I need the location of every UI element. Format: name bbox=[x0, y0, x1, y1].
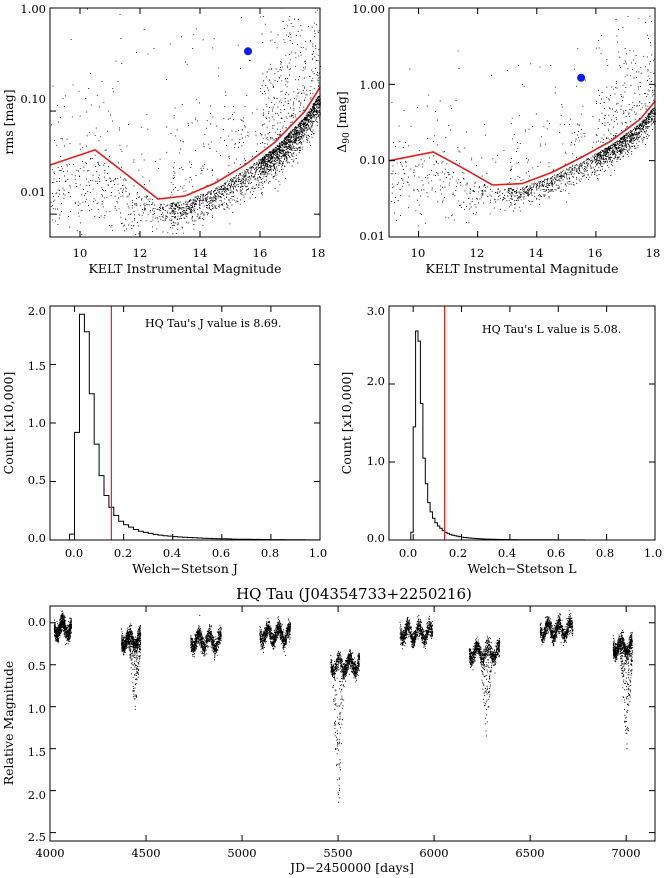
hist-l-axes-frame bbox=[388, 305, 656, 541]
hist-l-ytick-label: 2.0 bbox=[367, 374, 385, 388]
rms-ytick-label: 1.00 bbox=[20, 2, 46, 16]
j-histogram-steps bbox=[69, 313, 320, 541]
hist-j-tick-marks bbox=[50, 305, 321, 541]
hist-j-ytick-label: 1.0 bbox=[28, 416, 46, 430]
hist-j-ytick-label: 0.0 bbox=[28, 531, 46, 545]
rms-ytick-label: 0.01 bbox=[20, 185, 46, 199]
hist-j-xtick-label: 0.6 bbox=[212, 546, 230, 560]
lightcurve-ytick-label: 2.5 bbox=[28, 830, 46, 844]
lightcurve-xlabel: JD−2450000 [days] bbox=[288, 860, 414, 875]
hist-l-xlabel: Welch−Stetson L bbox=[467, 561, 576, 576]
hist-j-ytick-label: 2.0 bbox=[28, 304, 46, 318]
hist-j-xtick-label: 0.8 bbox=[261, 546, 279, 560]
panel-hist-l: HQ Tau's L value is 5.08. 0.0 0.2 0.4 0.… bbox=[339, 304, 662, 576]
delta90-ytick-label: 10.00 bbox=[352, 2, 385, 16]
rms-tick-marks bbox=[50, 7, 321, 237]
rms-axes-frame bbox=[49, 7, 321, 238]
scatter-dots bbox=[390, 15, 656, 227]
delta90-scatter-points bbox=[390, 15, 656, 227]
lightcurve-dots bbox=[53, 610, 633, 803]
rms-xtick-label: 10 bbox=[73, 246, 88, 260]
lightcurve-ytick-label: 0.0 bbox=[28, 615, 46, 629]
delta90-ylabel: Δ90 [mag] bbox=[334, 91, 352, 153]
delta90-xtick-label: 14 bbox=[529, 246, 544, 260]
delta90-ylabel-unit: [mag] bbox=[334, 91, 349, 132]
delta90-ylabel-symbol: Δ bbox=[334, 144, 349, 153]
hist-j-xtick-label: 1.0 bbox=[309, 546, 327, 560]
delta90-ylabel-subscript: 90 bbox=[342, 132, 352, 144]
rms-ytick-label: 0.10 bbox=[20, 92, 46, 106]
hist-j-ylabel: Count [x10,000] bbox=[1, 372, 16, 475]
panel-lightcurve: HQ Tau (J04354733+2250216) 4000 4500 500… bbox=[1, 585, 656, 875]
hist-j-xlabel: Welch−Stetson J bbox=[132, 561, 238, 576]
hist-j-axes-frame bbox=[49, 305, 321, 541]
hist-l-xtick-label: 0.8 bbox=[596, 546, 614, 560]
delta90-ytick-label: 0.01 bbox=[359, 229, 385, 243]
delta90-axes-frame bbox=[388, 7, 656, 238]
hist-j-xtick-label: 0.2 bbox=[114, 546, 132, 560]
hist-l-ytick-label: 3.0 bbox=[367, 304, 385, 318]
lightcurve-xtick-label: 5500 bbox=[323, 846, 352, 860]
hist-j-annotation: HQ Tau's J value is 8.69. bbox=[145, 317, 281, 330]
rms-xtick-label: 12 bbox=[133, 246, 148, 260]
lightcurve-ylabel: Relative Magnitude bbox=[1, 661, 16, 786]
delta90-ytick-label: 1.00 bbox=[359, 78, 385, 92]
hist-l-xtick-label: 1.0 bbox=[644, 546, 662, 560]
lightcurve-ytick-label: 2.0 bbox=[28, 788, 46, 802]
hist-l-xtick-label: 0.2 bbox=[449, 546, 467, 560]
lightcurve-tick-marks bbox=[49, 606, 655, 841]
lightcurve-title: HQ Tau (J04354733+2250216) bbox=[236, 585, 472, 603]
hist-l-xtick-label: 0.4 bbox=[498, 546, 516, 560]
hist-j-ytick-label: 0.5 bbox=[28, 473, 46, 487]
delta90-red-threshold-line bbox=[388, 100, 656, 186]
lightcurve-xtick-label: 4500 bbox=[131, 846, 160, 860]
lightcurve-points bbox=[53, 610, 633, 803]
lightcurve-xtick-label: 6500 bbox=[515, 846, 544, 860]
hq-tau-rms-point bbox=[244, 47, 252, 56]
l-histogram-steps bbox=[410, 330, 585, 541]
rms-ylabel: rms [mag] bbox=[1, 89, 16, 154]
rms-scatter-points bbox=[50, 7, 321, 236]
delta90-xtick-label: 10 bbox=[411, 246, 426, 260]
hist-j-xtick-label: 0.0 bbox=[65, 546, 83, 560]
hist-l-tick-marks bbox=[389, 305, 656, 541]
panel-delta90: 10 12 14 16 18 10.00 1.00 0.10 0.01 KELT… bbox=[334, 2, 660, 276]
lightcurve-xtick-label: 7000 bbox=[611, 846, 640, 860]
hist-j-ytick-label: 1.5 bbox=[28, 359, 46, 373]
lightcurve-xtick-label: 6000 bbox=[419, 846, 448, 860]
lightcurve-xtick-label: 5000 bbox=[227, 846, 256, 860]
hist-l-annotation: HQ Tau's L value is 5.08. bbox=[482, 323, 621, 336]
delta90-xtick-label: 16 bbox=[588, 246, 603, 260]
lightcurve-axes-frame bbox=[49, 605, 656, 842]
lightcurve-xtick-label: 4000 bbox=[35, 846, 64, 860]
panel-rms: 10 12 14 16 18 1.00 0.10 0.01 KELT Instr… bbox=[1, 2, 325, 276]
rms-xlabel: KELT Instrumental Magnitude bbox=[88, 261, 281, 276]
hq-tau-delta90-point bbox=[577, 73, 586, 82]
rms-red-threshold-line bbox=[49, 86, 321, 200]
rms-xtick-label: 14 bbox=[193, 246, 208, 260]
hist-l-ytick-label: 0.0 bbox=[367, 531, 385, 545]
hist-l-xtick-label: 0.6 bbox=[547, 546, 565, 560]
rms-xtick-label: 16 bbox=[253, 246, 268, 260]
delta90-ytick-label: 0.10 bbox=[359, 153, 385, 167]
lightcurve-ytick-label: 1.5 bbox=[28, 745, 46, 759]
rms-xtick-label: 18 bbox=[311, 246, 326, 260]
hist-l-ytick-label: 1.0 bbox=[367, 454, 385, 468]
scatter-dots bbox=[50, 7, 321, 236]
panel-hist-j: HQ Tau's J value is 8.69. 0.0 0.2 0.4 0.… bbox=[1, 304, 327, 576]
lightcurve-ytick-label: 1.0 bbox=[28, 702, 46, 716]
delta90-xtick-label: 12 bbox=[470, 246, 485, 260]
delta90-xtick-label: 18 bbox=[646, 246, 661, 260]
lightcurve-ytick-label: 0.5 bbox=[28, 659, 46, 673]
hist-l-ylabel: Count [x10,000] bbox=[339, 372, 354, 475]
delta90-xlabel: KELT Instrumental Magnitude bbox=[425, 261, 618, 276]
hist-l-xtick-label: 0.0 bbox=[399, 546, 417, 560]
delta90-tick-marks bbox=[389, 7, 656, 238]
hist-j-xtick-label: 0.4 bbox=[163, 546, 181, 560]
